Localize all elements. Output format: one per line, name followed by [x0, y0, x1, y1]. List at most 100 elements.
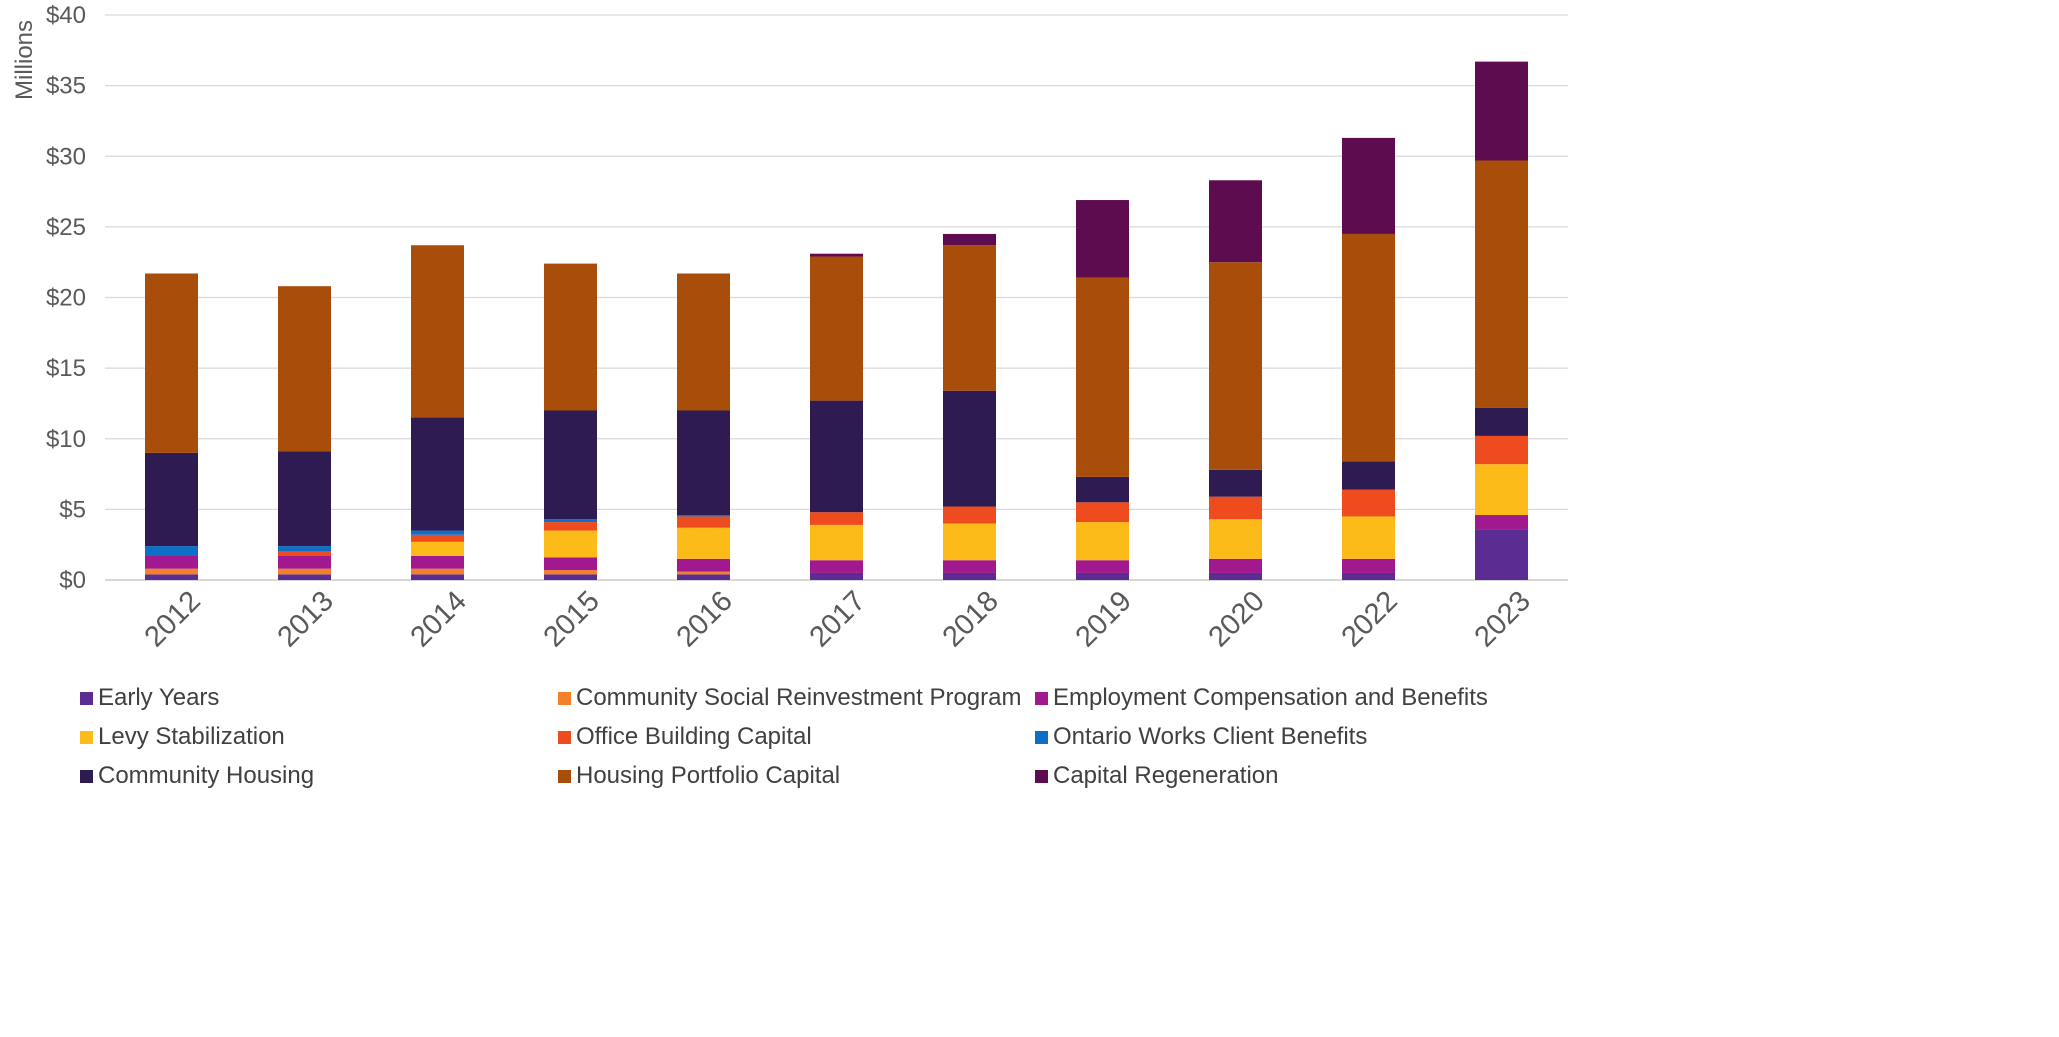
bar-segment	[145, 574, 198, 580]
legend-item: Community Social Reinvestment Program	[558, 678, 1022, 718]
legend-label: Levy Stabilization	[98, 723, 285, 750]
bar-segment	[1076, 522, 1129, 561]
bar-segment	[411, 541, 464, 556]
bar-segment	[1209, 496, 1262, 520]
bar-segment	[810, 524, 863, 561]
x-tick-label: 2017	[804, 585, 872, 653]
bar-segment	[278, 286, 331, 452]
bar-segment	[943, 572, 996, 580]
legend-item: Levy Stabilization	[80, 717, 285, 757]
bar-segment	[810, 512, 863, 525]
bar-segment	[1475, 515, 1528, 530]
bar-segment	[544, 557, 597, 571]
bar-segment	[1475, 407, 1528, 436]
bar-segment	[1209, 558, 1262, 573]
bar-segment	[1475, 529, 1528, 580]
stacked-bar-chart: $0$5$10$15$20$25$30$35$40 Millions 2012 2…	[11, 2, 1568, 653]
x-axis-tick-labels: 2012 2013 2014 2015 2016 2017 2018 2019 2020 2022…	[139, 585, 1537, 653]
legend-swatch	[558, 730, 571, 744]
bar-segment	[810, 572, 863, 580]
bar-segment	[677, 273, 730, 411]
bar-segment	[411, 417, 464, 531]
bar-segment	[278, 568, 331, 575]
bar-segment	[1076, 502, 1129, 523]
bar-segment	[278, 574, 331, 580]
bar-segment	[411, 534, 464, 542]
legend-item: Capital Regeneration	[1035, 756, 1278, 796]
bar-segment	[677, 574, 730, 580]
bar-segment	[943, 523, 996, 561]
legend-item: Housing Portfolio Capital	[558, 756, 840, 796]
legend-label: Community Housing	[98, 762, 315, 789]
bar-segment	[677, 516, 730, 528]
bar-segment	[1475, 464, 1528, 516]
bar-segment	[677, 515, 730, 517]
bar-segment	[943, 245, 996, 391]
bar-segment	[943, 560, 996, 573]
bar-segment	[810, 400, 863, 513]
x-tick-label: 2012	[139, 585, 207, 653]
bar-segment	[544, 522, 597, 531]
x-tick-label: 2020	[1203, 585, 1271, 653]
bar-segment	[1342, 137, 1395, 234]
x-tick-label: 2023	[1469, 585, 1537, 653]
y-tick-label: $10	[46, 426, 86, 453]
bar-segment	[677, 410, 730, 516]
bar-segment	[1475, 160, 1528, 408]
legend-label: Housing Portfolio Capital	[576, 762, 841, 789]
bar-segment	[145, 546, 198, 556]
y-tick-label: $30	[46, 143, 86, 170]
bar-segment	[943, 390, 996, 507]
legend-swatch	[1035, 691, 1048, 705]
legend-swatch	[80, 691, 93, 705]
bar-segment	[544, 574, 597, 580]
bar-segment	[810, 256, 863, 401]
y-tick-label: $25	[46, 214, 86, 241]
bar-segment	[1342, 572, 1395, 580]
bar-segment	[544, 530, 597, 558]
bar-segment	[544, 519, 597, 523]
bar-segment	[278, 555, 331, 569]
legend-swatch	[558, 691, 571, 705]
legend-swatch	[80, 769, 93, 783]
x-tick-label: 2014	[405, 585, 473, 653]
bar-segment	[677, 571, 730, 575]
bar-segment	[1209, 469, 1262, 497]
y-tick-label: $35	[46, 73, 86, 100]
bar-segment	[1209, 180, 1262, 263]
bar-segment	[1076, 277, 1129, 477]
bar-segment	[1076, 476, 1129, 503]
bar-segment	[677, 558, 730, 572]
bars	[145, 61, 1528, 580]
x-tick-label: 2019	[1070, 585, 1138, 653]
bar-segment	[1209, 262, 1262, 470]
bar-segment	[1475, 61, 1528, 161]
x-tick-label: 2013	[272, 585, 340, 653]
legend-label: Employment Compensation and Benefits	[1053, 684, 1488, 711]
bar-segment	[1342, 516, 1395, 559]
bar-segment	[810, 253, 863, 257]
bar-segment	[810, 560, 863, 573]
x-tick-label: 2018	[937, 585, 1005, 653]
bar-segment	[1475, 435, 1528, 465]
bar-segment	[1342, 461, 1395, 490]
legend-swatch	[80, 730, 93, 744]
bar-segment	[544, 263, 597, 411]
legend-item: Office Building Capital	[558, 717, 812, 757]
y-tick-label: $0	[59, 567, 86, 594]
bar-segment	[1076, 560, 1129, 573]
legend: Early Years Community Social Reinvestment…	[80, 678, 1550, 798]
x-tick-label: 2015	[538, 585, 606, 653]
y-axis-tick-labels: $0 $5 $10 $15 $20 $25 $30 $35 $40	[46, 2, 86, 594]
bar-segment	[943, 233, 996, 246]
bar-segment	[1209, 519, 1262, 559]
legend-label: Office Building Capital	[576, 723, 812, 750]
bar-segment	[544, 570, 597, 575]
legend-item: Ontario Works Client Benefits	[1035, 717, 1367, 757]
bar-segment	[677, 527, 730, 559]
legend-label: Ontario Works Client Benefits	[1053, 723, 1368, 750]
legend-item: Early Years	[80, 678, 219, 718]
bar-segment	[1342, 489, 1395, 517]
y-tick-label: $15	[46, 355, 86, 382]
bar-segment	[943, 506, 996, 524]
